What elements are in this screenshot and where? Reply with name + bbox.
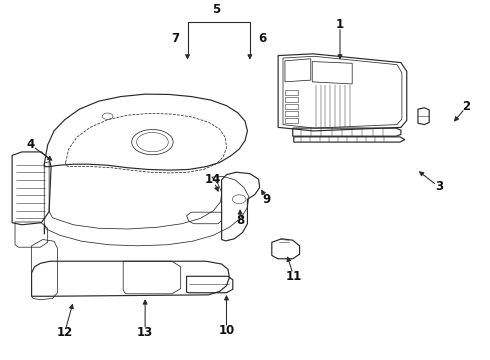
Text: 4: 4 xyxy=(26,138,35,152)
Text: 14: 14 xyxy=(205,174,221,186)
Text: 2: 2 xyxy=(463,100,471,113)
Text: 6: 6 xyxy=(258,32,266,45)
Text: 7: 7 xyxy=(172,32,179,45)
Text: 5: 5 xyxy=(212,3,220,16)
Text: 1: 1 xyxy=(336,18,344,31)
Text: 9: 9 xyxy=(263,193,271,206)
Text: 10: 10 xyxy=(219,324,235,337)
Text: 13: 13 xyxy=(137,326,153,339)
Text: 8: 8 xyxy=(236,214,244,227)
Text: 11: 11 xyxy=(286,270,302,283)
Text: 3: 3 xyxy=(435,180,443,193)
Text: 12: 12 xyxy=(57,326,73,339)
